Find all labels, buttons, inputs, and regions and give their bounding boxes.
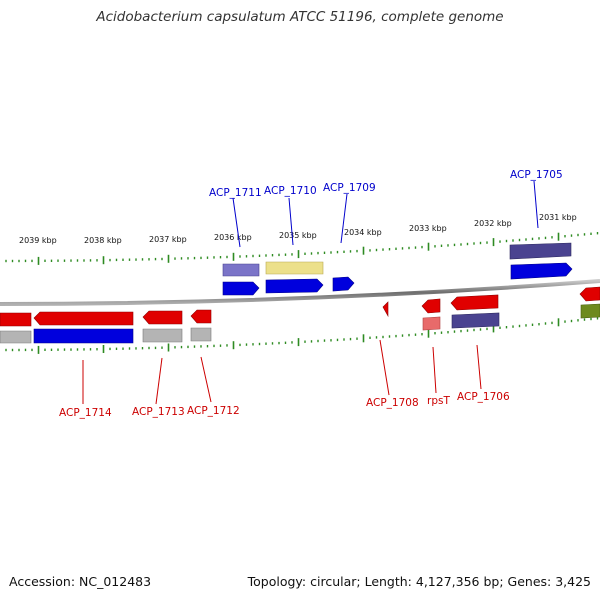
- leader-line: [340, 193, 348, 244]
- leader-line: [232, 197, 241, 248]
- gene-label[interactable]: ACP_1714: [59, 407, 112, 419]
- gene-arrow[interactable]: [579, 286, 600, 302]
- leader-line: [476, 344, 482, 390]
- gene-label[interactable]: ACP_1709: [323, 182, 376, 194]
- gene-arrow[interactable]: [421, 298, 441, 314]
- gene-label[interactable]: ACP_1708: [366, 397, 419, 409]
- kbp-label: 2035 kbp: [279, 231, 317, 240]
- gene-arrow[interactable]: [190, 309, 212, 324]
- gene-arrow[interactable]: [222, 281, 260, 296]
- gene-label[interactable]: ACP_1711: [209, 187, 262, 199]
- gene-arrow[interactable]: [509, 242, 572, 260]
- gene-label[interactable]: ACP_1705: [510, 169, 563, 181]
- gene-arrow[interactable]: [142, 310, 183, 325]
- upper-tick-track: [5, 232, 599, 265]
- gene-arrow[interactable]: [580, 303, 600, 319]
- genome-title: Acidobacterium capsulatum ATCC 51196, co…: [96, 9, 504, 25]
- accession-text: Accession: NC_012483: [9, 574, 152, 589]
- genome-backbone: [0, 279, 600, 306]
- gene-arrow[interactable]: [265, 278, 324, 294]
- leader-line: [533, 180, 539, 229]
- gene-arrow[interactable]: [33, 328, 134, 344]
- gene-arrow[interactable]: [451, 312, 500, 329]
- gene-arrow[interactable]: [422, 316, 441, 331]
- kbp-label: 2039 kbp: [19, 236, 57, 245]
- gene-label[interactable]: ACP_1710: [264, 185, 317, 197]
- gene-arrow[interactable]: [510, 262, 573, 280]
- gene-arrow[interactable]: [142, 328, 183, 343]
- gene-arrow[interactable]: [190, 327, 212, 342]
- leader-line: [155, 357, 163, 405]
- gene-arrow[interactable]: [265, 261, 324, 275]
- leader-line: [432, 346, 437, 394]
- lower-tick-track: [5, 317, 599, 354]
- kbp-label: 2037 kbp: [149, 235, 187, 244]
- kbp-label: 2033 kbp: [409, 224, 447, 233]
- gene-arrow[interactable]: [332, 276, 355, 292]
- kbp-label: 2036 kbp: [214, 233, 252, 242]
- gene-label[interactable]: rpsT: [427, 395, 450, 407]
- gene-arrow[interactable]: [450, 294, 499, 311]
- leader-line: [288, 197, 294, 246]
- gene-arrow[interactable]: [222, 263, 260, 277]
- gene-arrow[interactable]: [0, 330, 32, 344]
- kbp-label: 2038 kbp: [84, 236, 122, 245]
- gene-label[interactable]: ACP_1713: [132, 406, 185, 418]
- gene-arrow[interactable]: [0, 312, 32, 327]
- gene-arrow[interactable]: [33, 311, 134, 326]
- topology-summary: Topology: circular; Length: 4,127,356 bp…: [247, 574, 591, 589]
- gene-label[interactable]: ACP_1706: [457, 391, 510, 403]
- kbp-label: 2031 kbp: [539, 213, 577, 222]
- gene-label[interactable]: ACP_1712: [187, 405, 240, 417]
- kbp-label: 2034 kbp: [344, 228, 382, 237]
- gene-arrow[interactable]: [382, 301, 389, 318]
- kbp-label: 2032 kbp: [474, 219, 512, 228]
- leader-line: [379, 339, 390, 396]
- leader-line: [200, 356, 212, 403]
